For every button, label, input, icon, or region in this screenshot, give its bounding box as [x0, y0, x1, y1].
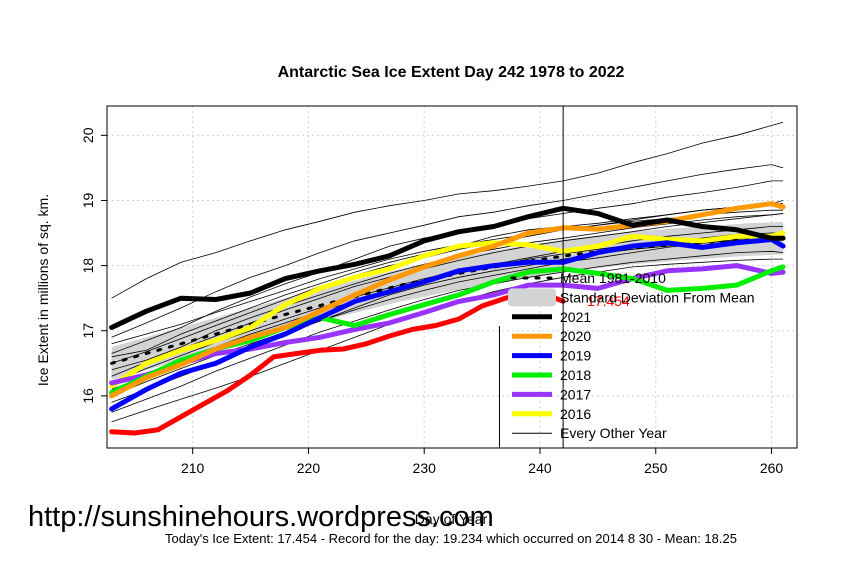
series-line-2019	[109, 237, 786, 412]
series-line-2016	[109, 230, 786, 389]
legend-swatch-std	[508, 288, 556, 307]
series-line-2022	[109, 290, 566, 436]
x-tick-label-260: 260	[760, 460, 784, 476]
legend-label-9: Every Other Year	[560, 425, 667, 441]
legend-label-3: 2021	[560, 309, 591, 325]
y-tick-label-18: 18	[80, 258, 96, 274]
std-band-area	[111, 222, 784, 380]
y-tick-label-20: 20	[80, 127, 96, 143]
current-value-annotation: 17.454	[587, 293, 630, 309]
x-tick-label-210: 210	[181, 460, 205, 476]
y-axis: 16 17 18 19 20	[80, 127, 107, 404]
chart-title: Antarctic Sea Ice Extent Day 242 1978 to…	[278, 64, 625, 81]
legend-label-1: Mean 1981-2010	[560, 270, 666, 286]
legend: Mean 1981-2010 Standard Deviation From Me…	[508, 270, 755, 441]
y-axis-label: Ice Extent in millions of sq. km.	[35, 194, 51, 386]
highlight-series	[109, 201, 786, 436]
day-marker-lines	[498, 106, 564, 448]
x-tick-label-220: 220	[297, 460, 321, 476]
legend-label-5: 2019	[560, 348, 591, 364]
legend-label-8: 2016	[560, 406, 591, 422]
other-year-line-1	[111, 121, 784, 299]
x-axis-label: Day of Year	[415, 511, 488, 527]
other-year-line-2	[111, 164, 784, 338]
x-tick-label-230: 230	[413, 460, 437, 476]
x-axis: 210 220 230 240 250 260	[181, 448, 783, 476]
other-year-line-8	[111, 250, 784, 413]
std-band	[111, 222, 784, 380]
footer-text: Today's Ice Extent: 17.454 - Record for …	[165, 531, 737, 546]
series-line-2017	[109, 263, 786, 386]
x-tick-label-240: 240	[528, 460, 552, 476]
y-tick-label-17: 17	[80, 323, 96, 339]
y-tick-label-16: 16	[80, 388, 96, 404]
y-tick-label-19: 19	[80, 192, 96, 208]
x-tick-label-250: 250	[644, 460, 668, 476]
legend-label-6: 2018	[560, 367, 591, 383]
series-line-2020	[109, 201, 786, 399]
series-line-2021	[109, 205, 786, 330]
watermark: http://sunshinehours.wordpress.com	[28, 501, 494, 533]
legend-label-4: 2020	[560, 328, 591, 344]
legend-label-7: 2017	[560, 386, 591, 402]
plot-frame	[106, 105, 798, 449]
legend-label-2: Standard Deviation From Mean	[560, 289, 755, 305]
